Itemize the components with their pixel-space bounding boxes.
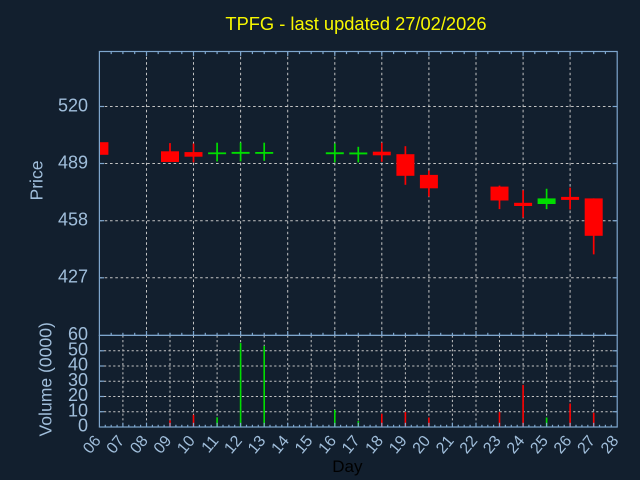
- svg-text:40: 40: [68, 355, 88, 375]
- svg-text:20: 20: [68, 385, 88, 405]
- svg-text:Price: Price: [27, 160, 47, 200]
- svg-text:50: 50: [68, 339, 88, 359]
- svg-text:Volume (0000): Volume (0000): [36, 322, 56, 436]
- svg-text:TPFG - last updated 27/02/2026: TPFG - last updated 27/02/2026: [225, 13, 486, 34]
- svg-text:30: 30: [68, 370, 88, 390]
- svg-text:520: 520: [58, 95, 88, 115]
- svg-text:60: 60: [68, 324, 88, 344]
- svg-text:489: 489: [58, 152, 88, 172]
- svg-text:427: 427: [58, 267, 88, 287]
- svg-text:Day: Day: [332, 457, 363, 476]
- svg-text:0: 0: [78, 416, 88, 436]
- svg-text:10: 10: [68, 400, 88, 420]
- svg-text:458: 458: [58, 210, 88, 230]
